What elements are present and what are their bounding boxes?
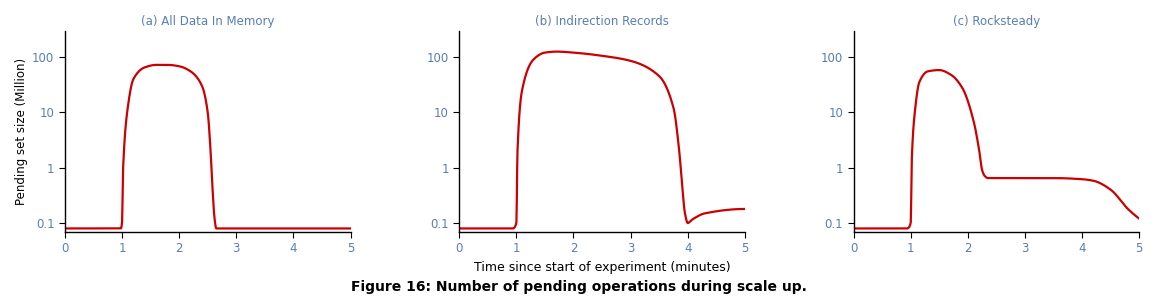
Title: (b) Indirection Records: (b) Indirection Records [535, 15, 669, 28]
Text: Figure 16: Number of pending operations during scale up.: Figure 16: Number of pending operations … [351, 280, 807, 294]
Title: (a) All Data In Memory: (a) All Data In Memory [141, 15, 274, 28]
X-axis label: Time since start of experiment (minutes): Time since start of experiment (minutes) [474, 261, 731, 274]
Title: (c) Rocksteady: (c) Rocksteady [953, 15, 1040, 28]
Y-axis label: Pending set size (Million): Pending set size (Million) [15, 58, 28, 205]
